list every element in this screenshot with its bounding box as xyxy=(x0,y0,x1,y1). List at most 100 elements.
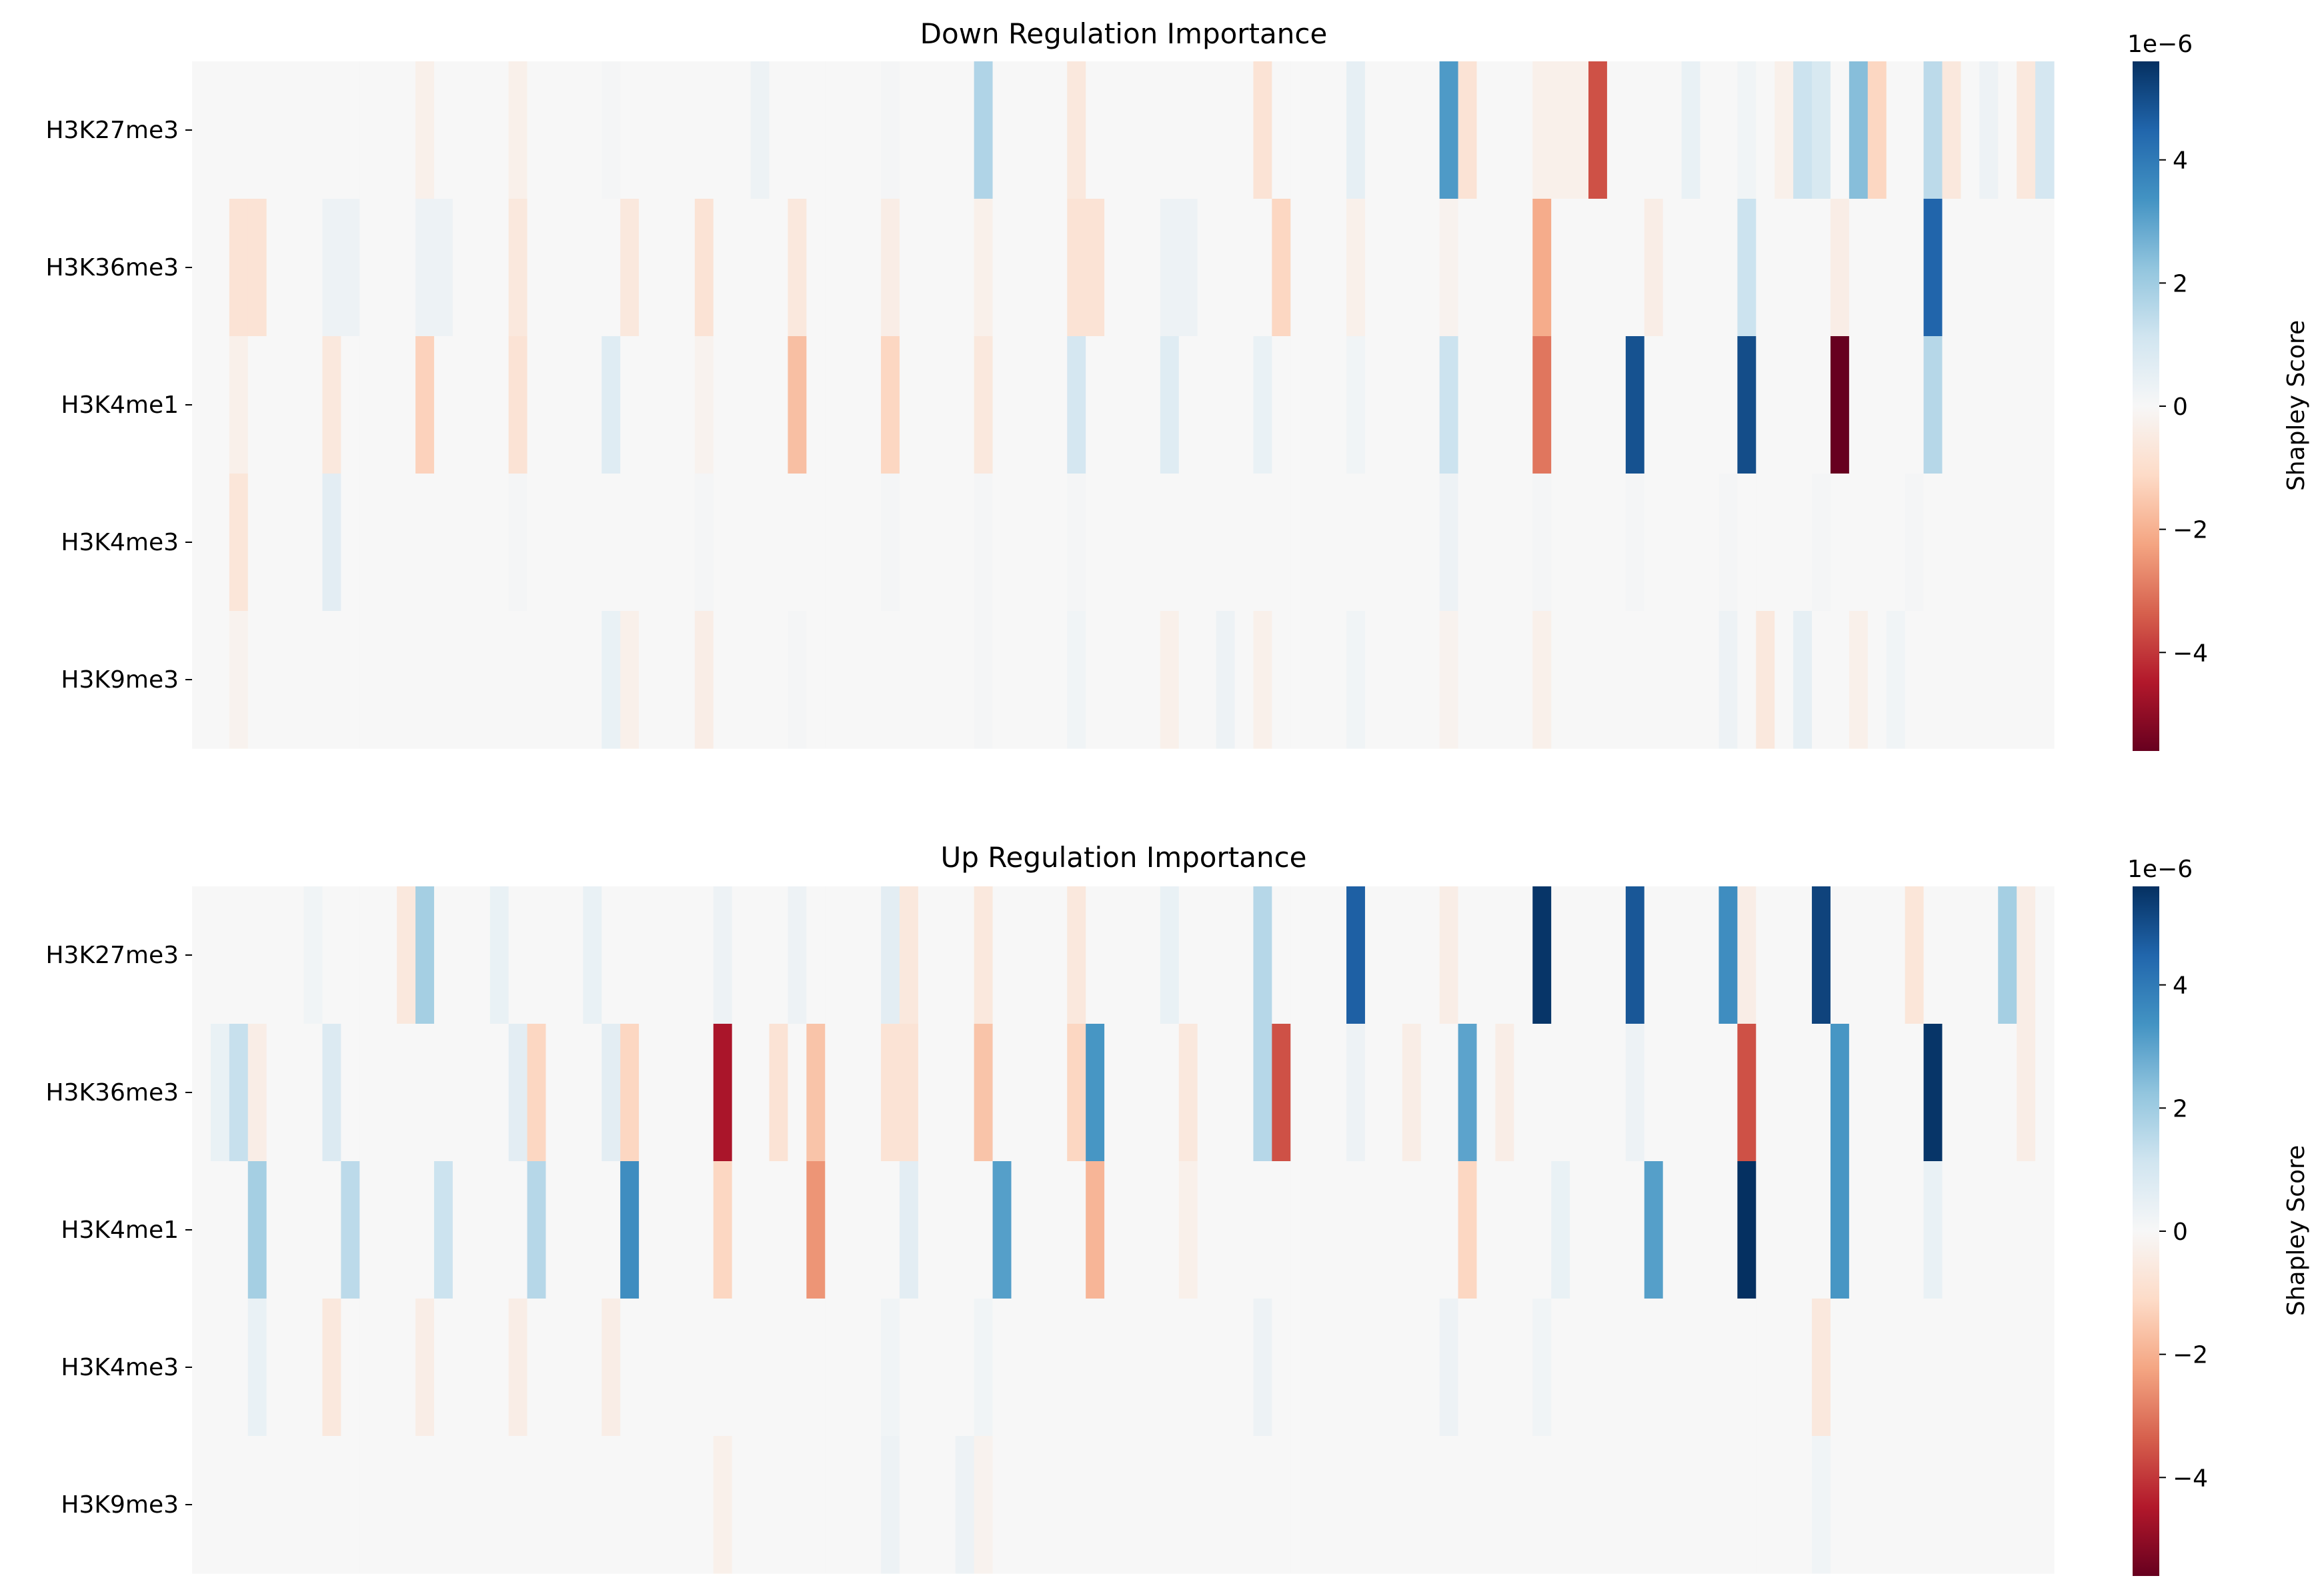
heatmap-cell xyxy=(1961,1299,1980,1437)
heatmap-cell xyxy=(1998,611,2017,749)
heatmap-cell xyxy=(936,61,956,199)
heatmap-cell xyxy=(247,1161,267,1299)
heatmap-cell xyxy=(1309,61,1328,199)
heatmap-cell xyxy=(1514,61,1533,199)
down-regulation-panel: Down Regulation Importance H3K27me3 H3K3… xyxy=(45,17,2310,751)
heatmap-cell xyxy=(1086,1161,1105,1299)
heatmap-cell xyxy=(2035,1436,2055,1574)
heatmap-cell xyxy=(1178,199,1198,337)
heatmap-cell xyxy=(899,474,919,612)
heatmap-cell xyxy=(1570,336,1589,474)
heatmap-cell xyxy=(1253,336,1272,474)
heatmap-cell xyxy=(397,1024,416,1162)
heatmap-cell xyxy=(602,1161,621,1299)
heatmap-cell xyxy=(527,1161,547,1299)
heatmap-cell xyxy=(433,1299,453,1437)
heatmap-cell xyxy=(899,1299,919,1437)
heatmap-cell xyxy=(1290,611,1310,749)
heatmap-cell xyxy=(1942,474,1961,612)
heatmap-cell xyxy=(1216,199,1236,337)
heatmap-cell xyxy=(1476,886,1496,1024)
heatmap-cell xyxy=(1420,1436,1440,1574)
heatmap-cell xyxy=(1439,886,1459,1024)
heatmap-cell xyxy=(2017,336,2036,474)
heatmap-cell xyxy=(378,1299,397,1437)
heatmap-cell xyxy=(1458,1024,1478,1162)
heatmap-cell xyxy=(1812,886,1831,1024)
heatmap-cell xyxy=(806,199,826,337)
heatmap-cell xyxy=(378,1161,397,1299)
heatmap-cell xyxy=(2035,611,2055,749)
heatmap-cell xyxy=(1532,1024,1552,1162)
heatmap-cell xyxy=(1476,1436,1496,1574)
heatmap-cell xyxy=(1141,1024,1161,1162)
heatmap-cell xyxy=(918,1299,938,1437)
heatmap-cell xyxy=(1570,199,1589,337)
heatmap-cell xyxy=(974,1436,994,1574)
row-label-h3k36me3: H3K36me3 xyxy=(45,1079,179,1106)
heatmap-cell xyxy=(1588,61,1608,199)
heatmap-cell xyxy=(1551,611,1570,749)
heatmap-cell xyxy=(415,1161,435,1299)
heatmap-cell xyxy=(1793,611,1813,749)
heatmap-cell xyxy=(1160,1024,1180,1162)
down-colorbar-multiplier: 1e−6 xyxy=(2127,31,2193,58)
heatmap-cell xyxy=(1756,1024,1775,1162)
heatmap-cell xyxy=(1234,61,1254,199)
heatmap-cell xyxy=(844,336,863,474)
heatmap-cell xyxy=(862,1299,882,1437)
heatmap-cell xyxy=(564,1024,584,1162)
heatmap-cell xyxy=(1830,1299,1850,1437)
heatmap-cell xyxy=(1048,1024,1068,1162)
heatmap-cell xyxy=(378,336,397,474)
heatmap-cell xyxy=(1086,1436,1105,1574)
heatmap-cell xyxy=(508,1161,528,1299)
heatmap-cell xyxy=(433,336,453,474)
heatmap-cell xyxy=(1662,1436,1682,1574)
heatmap-cell xyxy=(825,474,844,612)
heatmap-cell xyxy=(1551,1436,1570,1574)
heatmap-cell xyxy=(1905,61,1925,199)
heatmap-cell xyxy=(266,336,286,474)
heatmap-cell xyxy=(1737,1436,1757,1574)
heatmap-cell xyxy=(1030,1299,1049,1437)
heatmap-cell xyxy=(397,474,416,612)
heatmap-cell xyxy=(750,611,770,749)
heatmap-cell xyxy=(881,886,900,1024)
heatmap-cell xyxy=(1290,199,1310,337)
heatmap-cell xyxy=(247,1436,267,1574)
heatmap-cell xyxy=(229,336,249,474)
heatmap-cell xyxy=(1625,336,1645,474)
heatmap-cell xyxy=(1160,199,1180,337)
heatmap-cell xyxy=(1364,336,1384,474)
heatmap-cell xyxy=(545,1161,565,1299)
heatmap-cell xyxy=(210,199,230,337)
heatmap-cell xyxy=(1998,1024,2017,1162)
heatmap-cell xyxy=(192,61,211,199)
heatmap-cell xyxy=(769,1024,789,1162)
heatmap-cell xyxy=(1011,61,1030,199)
heatmap-cell xyxy=(433,886,453,1024)
heatmap-cell xyxy=(1383,1024,1403,1162)
heatmap-cell xyxy=(1383,611,1403,749)
heatmap-cell xyxy=(471,474,491,612)
heatmap-cell xyxy=(1402,1299,1422,1437)
heatmap-cell xyxy=(639,886,658,1024)
heatmap-cell xyxy=(1141,474,1161,612)
heatmap-cell xyxy=(266,886,286,1024)
heatmap-cell xyxy=(806,336,826,474)
heatmap-cell xyxy=(1383,1436,1403,1574)
heatmap-cell xyxy=(1197,886,1217,1024)
heatmap-cell xyxy=(1625,199,1645,337)
heatmap-cell xyxy=(527,1436,547,1574)
heatmap-cell xyxy=(1551,1299,1570,1437)
heatmap-cell xyxy=(1439,474,1459,612)
heatmap-cell xyxy=(1923,474,1943,612)
heatmap-cell xyxy=(844,61,863,199)
heatmap-cell xyxy=(620,611,640,749)
heatmap-cell xyxy=(1383,61,1403,199)
heatmap-cell xyxy=(1812,1161,1831,1299)
heatmap-cell xyxy=(1718,199,1738,337)
heatmap-cell xyxy=(1625,1024,1645,1162)
heatmap-cell xyxy=(1923,336,1943,474)
